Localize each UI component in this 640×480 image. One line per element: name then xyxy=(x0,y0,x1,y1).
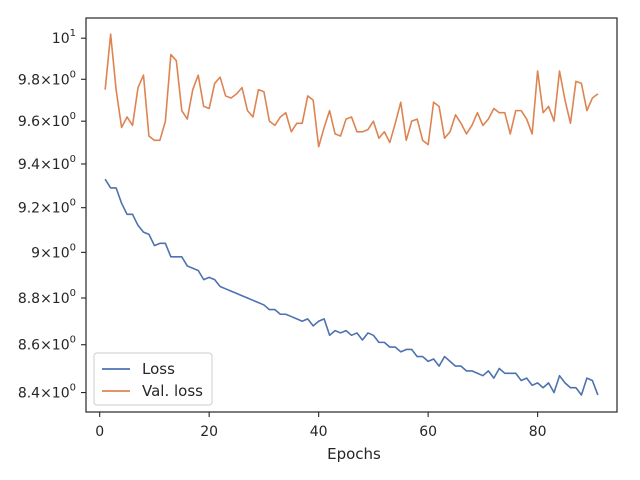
legend-label: Loss xyxy=(142,360,175,378)
y-tick-label: 101 xyxy=(52,28,76,47)
y-tick-label: 9.6×100 xyxy=(18,111,76,130)
series-line-val-loss xyxy=(104,33,599,148)
legend-label: Val. loss xyxy=(142,382,203,400)
series-line-loss xyxy=(104,178,599,396)
y-tick-label: 8.4×100 xyxy=(18,383,76,402)
plot-area xyxy=(85,17,618,413)
x-axis-title: Epochs xyxy=(327,445,381,463)
x-tick-label: 40 xyxy=(310,424,328,440)
y-axis: 8.4×100 8.6×100 8.8×100 9×100 9.2×100 9.4×100… xyxy=(18,28,86,402)
y-tick-label: 8.6×100 xyxy=(18,335,76,354)
x-tick-label: 0 xyxy=(95,424,104,440)
x-axis: 0 20 40 60 80 xyxy=(95,412,547,440)
x-tick-label: 60 xyxy=(419,424,437,440)
y-tick-label: 9.2×100 xyxy=(18,198,76,217)
y-tick-label: 8.8×100 xyxy=(18,288,76,307)
y-tick-label: 9×100 xyxy=(31,242,76,261)
x-tick-label: 80 xyxy=(529,424,547,440)
x-tick-label: 20 xyxy=(200,424,218,440)
legend: Loss Val. loss xyxy=(93,352,213,406)
plot-frame xyxy=(85,17,618,413)
y-tick-label: 9.8×100 xyxy=(18,69,76,88)
legend-box xyxy=(93,352,213,406)
y-tick-label: 9.4×100 xyxy=(18,154,76,173)
